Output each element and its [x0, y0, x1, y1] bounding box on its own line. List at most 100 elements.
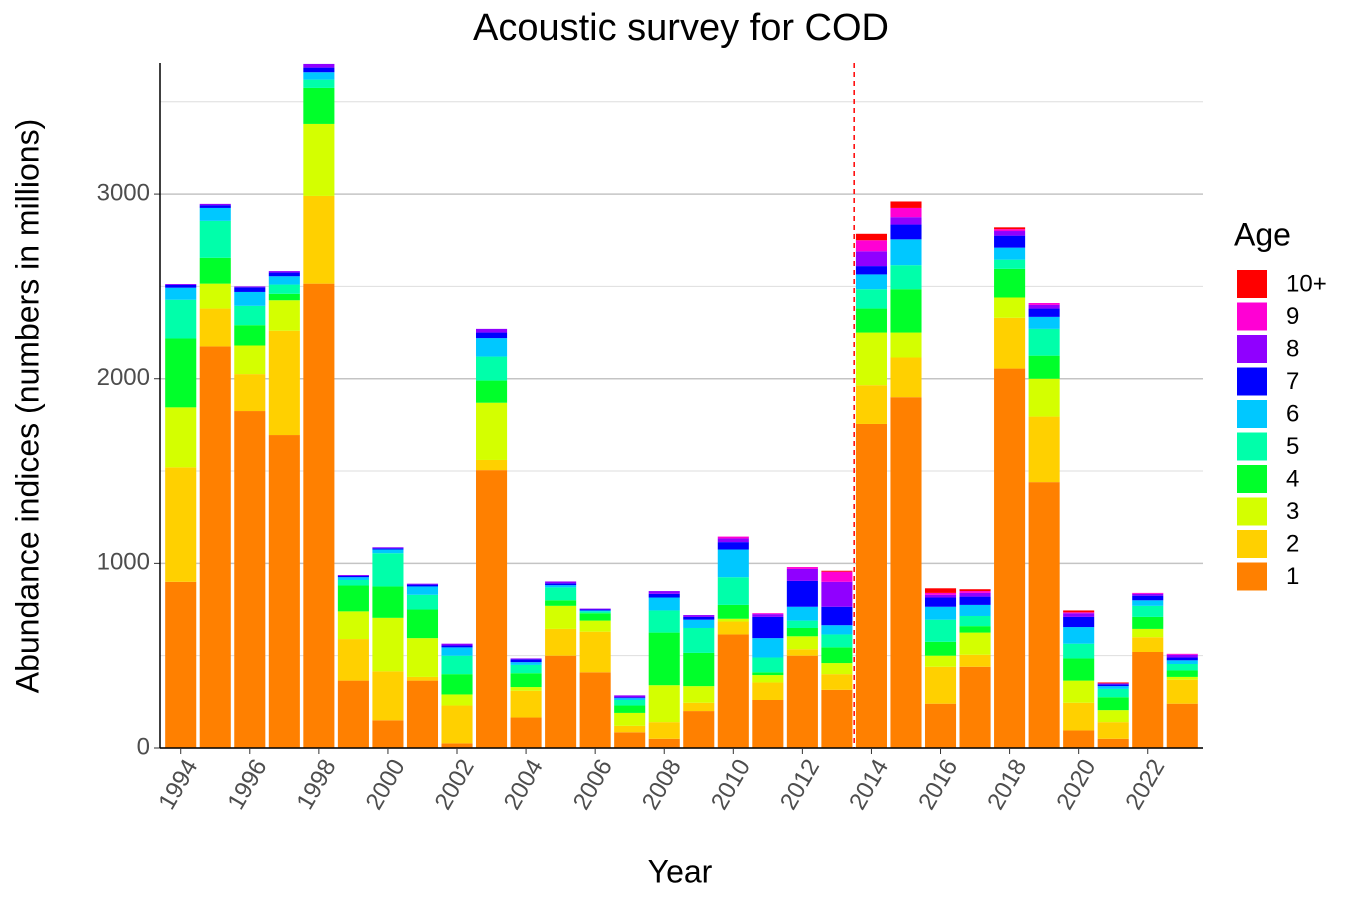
bar-segment [752, 638, 784, 658]
bar-segment [545, 600, 577, 606]
y-axis-label: Abundance indices (numbers in millions) [9, 119, 45, 694]
bar-segment [717, 604, 749, 619]
bar-segment [406, 594, 439, 610]
bar-segment [545, 587, 577, 601]
bar-segment [786, 580, 818, 607]
legend-key [1237, 367, 1267, 396]
x-tick-label: 1994 [153, 755, 203, 815]
x-tick-label: 2008 [637, 755, 687, 815]
bar-segment [579, 609, 611, 611]
bar-segment [683, 627, 715, 653]
bar-segment [855, 240, 887, 252]
bar-segment [406, 676, 439, 681]
bar-segment [372, 548, 404, 550]
bar-segment [924, 666, 957, 704]
legend-label: 10+ [1286, 270, 1327, 297]
bar-segment [165, 467, 197, 582]
legend-key [1237, 432, 1267, 461]
legend-key [1237, 530, 1267, 558]
bar-segment [337, 575, 369, 578]
y-tick-label: 2000 [97, 364, 150, 391]
bar-segment [1166, 654, 1198, 658]
bar-segment [1166, 653, 1198, 655]
bar-segment [994, 229, 1026, 232]
bar-segment [234, 291, 266, 306]
bar-segment [441, 674, 473, 695]
legend-label: 9 [1286, 303, 1299, 330]
bar-segment [890, 397, 922, 748]
legend-key [1237, 270, 1267, 298]
y-tick-label: 1000 [97, 549, 150, 576]
bar-segment [683, 619, 715, 628]
legend-key [1237, 465, 1267, 493]
bar-segment [579, 620, 611, 632]
bar-segment [1097, 722, 1129, 739]
bar-segment [924, 606, 957, 620]
legend-label: 1 [1286, 563, 1299, 590]
x-tick-label: 2006 [568, 755, 618, 815]
y-tick-label: 3000 [97, 179, 150, 206]
bar-segment [1028, 328, 1060, 356]
bar-segment [372, 617, 404, 672]
bar-segment [890, 357, 922, 398]
bar-segment [476, 402, 508, 460]
bar-segment [959, 654, 991, 667]
bar-segment [855, 289, 887, 309]
bar-segment [476, 356, 508, 381]
bar-segment [1132, 616, 1164, 629]
bar-segment [683, 711, 715, 748]
bar-segment [683, 616, 715, 620]
bar-segment [717, 542, 749, 550]
bar-segment [752, 672, 784, 676]
bar-segment [1097, 683, 1129, 685]
bar-segment [1132, 605, 1164, 617]
bar-segment [890, 217, 922, 225]
bar-segment [545, 585, 577, 588]
bar-segment [372, 549, 404, 554]
x-tick-label: 2012 [775, 755, 825, 815]
bar-segment [1063, 613, 1095, 617]
bar-segment [614, 698, 646, 700]
bar-segment [683, 652, 715, 687]
bar-segment [165, 338, 197, 408]
bar-segment [821, 647, 853, 664]
bar-segment [406, 586, 439, 595]
bar-segment [994, 268, 1026, 298]
bar-segment [1097, 688, 1129, 698]
bar-segment [545, 655, 577, 748]
bar-segment [579, 608, 611, 610]
bar-segment [510, 717, 542, 748]
bar-segment [786, 649, 818, 656]
bar-segment [234, 305, 266, 326]
legend-label: 8 [1286, 335, 1299, 362]
bar-segment [234, 287, 266, 292]
bar-segment [1063, 627, 1095, 644]
bar-segment [268, 284, 300, 294]
bar-segment [337, 639, 369, 681]
bar-segment [614, 732, 646, 748]
bar-segment [199, 346, 231, 748]
legend-label: 3 [1286, 498, 1299, 525]
legend-label: 2 [1286, 530, 1299, 557]
bar-segment [579, 631, 611, 673]
bar-segment [890, 265, 922, 290]
bar-segment [614, 695, 646, 698]
bar-segment [717, 634, 749, 748]
bar-segment [165, 287, 197, 300]
bar-segment [199, 205, 231, 208]
bar-segment [372, 553, 404, 587]
bar-segment [165, 407, 197, 468]
bar-segment [1132, 593, 1164, 596]
bar-segment [303, 283, 335, 748]
bar-segment [994, 231, 1026, 236]
bar-segment [337, 577, 369, 580]
bar-segment [959, 626, 991, 633]
bar-segment [1132, 651, 1164, 748]
bar-segment [1028, 416, 1060, 483]
bar-segment [752, 614, 784, 617]
bar-segment [1063, 616, 1095, 628]
legend-key [1237, 400, 1267, 428]
bar-segment [476, 470, 508, 748]
bar-segment [786, 627, 818, 637]
bar-segment [441, 655, 473, 675]
